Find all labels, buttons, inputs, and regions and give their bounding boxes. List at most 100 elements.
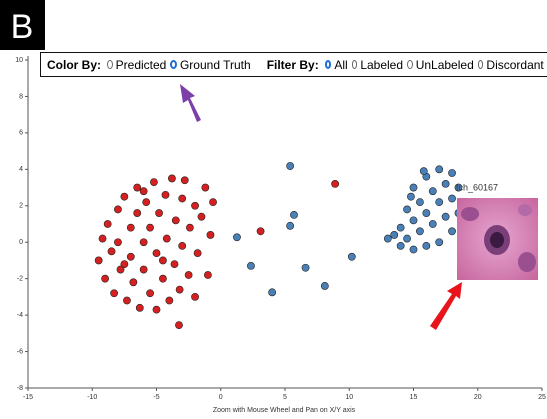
- point: [186, 223, 194, 232]
- point: [107, 247, 116, 256]
- point: [116, 265, 125, 274]
- point: [454, 183, 463, 192]
- radio-label[interactable]: Labeled: [360, 57, 404, 72]
- radio[interactable]: [407, 60, 413, 69]
- point: [256, 227, 265, 236]
- point: [101, 274, 109, 283]
- point: [206, 231, 215, 239]
- point: [165, 296, 174, 305]
- point: [168, 174, 176, 183]
- y-tick-label: 8: [19, 93, 23, 100]
- color-by-label: Color By:: [47, 57, 101, 72]
- x-tick-label: 20: [474, 394, 482, 401]
- x-tick-label: 5: [283, 394, 287, 401]
- point: [422, 209, 431, 217]
- radio-label[interactable]: UnLabeled: [415, 57, 474, 72]
- point: [331, 180, 340, 188]
- x-tick-label: -5: [153, 394, 159, 401]
- y-tick-label: 10: [15, 57, 23, 64]
- panel-label-box: [0, 0, 45, 50]
- point: [126, 252, 135, 261]
- radio-label[interactable]: Ground Truth: [179, 57, 251, 72]
- point: [159, 256, 167, 265]
- point: [159, 274, 167, 283]
- point: [403, 205, 411, 214]
- radio[interactable]: [170, 60, 177, 69]
- point: [301, 263, 310, 272]
- point: [320, 282, 329, 290]
- x-axis-label: Zoom with Mouse Wheel and Pan on X/Y axi…: [213, 407, 356, 414]
- point: [441, 180, 450, 188]
- x-tick-label: 25: [538, 394, 546, 401]
- radio-label[interactable]: All: [334, 57, 348, 72]
- point: [178, 194, 187, 203]
- radio[interactable]: [107, 60, 113, 69]
- purple-arrow: [180, 84, 201, 122]
- y-tick-label: 4: [19, 166, 23, 173]
- point: [448, 169, 456, 177]
- point: [422, 241, 431, 250]
- point: [448, 194, 456, 203]
- point: [247, 262, 255, 270]
- point: [409, 216, 418, 225]
- point: [120, 260, 129, 268]
- point: [191, 201, 199, 210]
- hover-label: tch_60167: [456, 182, 498, 192]
- point: [390, 231, 399, 239]
- point: [428, 187, 437, 196]
- point: [123, 296, 131, 305]
- point: [201, 183, 210, 192]
- panel-label: B: [11, 8, 34, 46]
- point: [162, 234, 171, 243]
- radio[interactable]: [324, 60, 332, 69]
- point: [133, 183, 142, 192]
- radio[interactable]: [477, 60, 484, 69]
- point: [98, 234, 107, 243]
- point: [193, 249, 202, 258]
- point: [419, 167, 428, 176]
- point: [175, 285, 184, 294]
- point: [435, 238, 444, 247]
- point: [448, 227, 456, 236]
- radio[interactable]: [351, 60, 358, 69]
- point: [139, 265, 148, 274]
- point: [286, 162, 295, 170]
- point: [290, 210, 298, 219]
- x-tick-label: 15: [410, 394, 418, 401]
- y-tick-label: -4: [17, 312, 23, 319]
- point: [135, 303, 144, 312]
- point: [191, 292, 199, 301]
- radio-label[interactable]: Discordant: [486, 57, 544, 72]
- y-tick-label: -6: [17, 348, 23, 355]
- x-tick-label: -15: [23, 394, 33, 401]
- point: [416, 227, 424, 236]
- point: [197, 212, 206, 221]
- point: [184, 271, 193, 279]
- point: [139, 187, 148, 196]
- point: [171, 216, 180, 225]
- x-tick-label: -10: [87, 394, 97, 401]
- y-tick-label: 6: [19, 130, 23, 137]
- point: [416, 198, 424, 207]
- point: [347, 252, 356, 261]
- point: [146, 289, 154, 298]
- point: [129, 278, 138, 287]
- point: [409, 183, 418, 192]
- point: [178, 241, 187, 250]
- point: [161, 190, 170, 199]
- radio-label[interactable]: Predicted: [115, 57, 167, 72]
- point: [114, 205, 122, 214]
- point: [407, 192, 415, 201]
- point: [383, 234, 392, 243]
- point: [170, 260, 179, 268]
- point: [396, 223, 405, 232]
- point: [441, 212, 450, 221]
- x-tick-label: 10: [345, 394, 353, 401]
- y-tick-label: -8: [17, 385, 23, 392]
- red-arrow: [430, 282, 462, 330]
- point: [152, 305, 161, 314]
- point: [203, 271, 212, 279]
- point: [403, 234, 411, 243]
- point: [139, 238, 148, 247]
- point: [428, 220, 437, 228]
